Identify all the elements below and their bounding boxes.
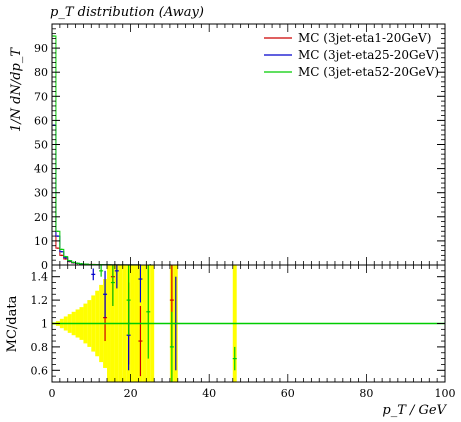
main-x-ticks [51, 24, 446, 265]
x-tick-label: 60 [281, 387, 295, 400]
main-panel: 0 10 20 30 40 50 60 70 80 90 p_T distribution (Aw… [9, 5, 446, 272]
x-tick-label: 20 [124, 387, 138, 400]
main-y-tick-label: 0 [41, 259, 48, 272]
main-y-tick-label: 30 [34, 187, 48, 200]
main-data-layer [52, 35, 174, 266]
main-series-line-1 [52, 124, 174, 266]
main-point [64, 255, 67, 258]
x-axis-label: p_T / GeV [382, 403, 447, 418]
ratio-y-tick-label: 1.2 [31, 294, 49, 307]
main-y-tick-label: 70 [34, 90, 48, 103]
legend-label: MC (3jet-eta52-20GeV) [298, 65, 439, 79]
main-point [61, 250, 63, 253]
main-point [57, 247, 59, 249]
ratio-x-ticks: 0 20 40 60 80 100 [49, 265, 456, 400]
ratio-y-axis-label: MC/data [5, 295, 20, 352]
main-y-tick-label: 40 [34, 163, 48, 176]
main-point [64, 258, 67, 260]
ratio-panel: 0.6 0.8 1 1.2 1.4 0 20 40 60 80 100 MC/data p_T /… [5, 264, 456, 418]
main-y-tick-label: 60 [34, 114, 48, 127]
main-y-tick-label: 50 [34, 139, 48, 152]
ratio-y-tick-label: 1 [41, 318, 48, 331]
legend-label: MC (3jet-eta1-20GeV) [298, 31, 431, 45]
ratio-y-tick-label: 0.6 [31, 364, 49, 377]
main-series-line-2 [52, 35, 174, 266]
main-series-line-0 [52, 197, 174, 266]
main-point [72, 261, 75, 264]
y-axis-label: 1/N dN/dp_T [9, 47, 24, 132]
main-point [57, 230, 59, 233]
chart-title: p_T distribution (Away) [50, 5, 204, 20]
legend: MC (3jet-eta1-20GeV) MC (3jet-eta25-20GeV… [264, 31, 439, 79]
main-y-tick-label: 80 [34, 66, 48, 79]
main-point [80, 262, 83, 265]
ratio-y-tick-label: 1.4 [31, 271, 49, 284]
main-y-tick-label: 10 [34, 235, 48, 248]
main-point [57, 235, 59, 237]
main-point [68, 259, 71, 262]
main-point [61, 248, 63, 251]
ratio-y-ticks: 0.6 0.8 1 1.2 1.4 [31, 270, 445, 377]
main-point [76, 262, 79, 264]
main-point [61, 254, 63, 257]
main-y-tick-label: 90 [34, 42, 48, 55]
x-tick-label: 100 [435, 387, 456, 400]
ratio-data-layer [52, 265, 445, 382]
x-tick-label: 40 [202, 387, 216, 400]
main-y-tick-label: 20 [34, 211, 48, 224]
main-point [64, 256, 67, 259]
legend-label: MC (3jet-eta25-20GeV) [298, 48, 439, 62]
x-tick-label: 0 [49, 387, 56, 400]
main-y-ticks: 0 10 20 30 40 50 60 70 80 90 [34, 28, 445, 272]
ratio-y-tick-label: 0.8 [31, 341, 49, 354]
main-point [53, 35, 55, 37]
x-tick-label: 80 [359, 387, 373, 400]
